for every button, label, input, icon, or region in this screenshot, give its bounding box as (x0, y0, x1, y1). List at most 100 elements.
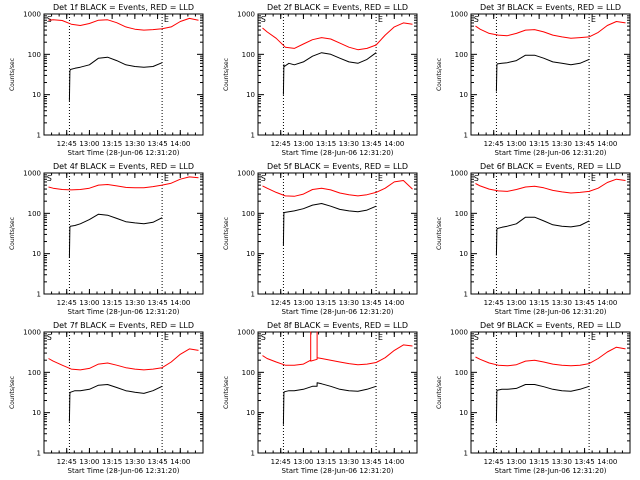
x-tick-label: 13:00 (79, 299, 99, 307)
x-tick-label: 13:15 (529, 458, 549, 466)
y-tick-label: 1 (464, 450, 468, 458)
panel-det-6: Det 6f BLACK = Events, RED = LLD 1 10 100 10… (436, 162, 631, 316)
panel-title: Det 2f BLACK = Events, RED = LLD (267, 3, 408, 12)
series-lld-line (475, 21, 626, 39)
marker-s: S (261, 174, 266, 183)
y-tick-label: 1000 (23, 329, 41, 337)
panel-title: Det 6f BLACK = Events, RED = LLD (480, 162, 621, 171)
x-tick-label: 13:30 (552, 299, 572, 307)
panel-det-2: Det 2f BLACK = Events, RED = LLD 1 10 100 10… (223, 3, 418, 157)
x-tick-label: 13:30 (339, 458, 359, 466)
panel-title: Det 9f BLACK = Events, RED = LLD (480, 321, 621, 330)
panel-det-7: Det 7f BLACK = Events, RED = LLD 1 10 100 10… (9, 321, 204, 475)
y-tick-label: 100 (28, 210, 41, 218)
plot-frame (257, 172, 418, 295)
series-lld-line (262, 22, 413, 51)
series-events-line (495, 384, 590, 422)
x-axis-label: Start Time (28-Jun-06 12:31:20) (68, 467, 180, 475)
series-events-line (495, 54, 590, 92)
y-axis-label: Counts/sec (9, 376, 16, 409)
marker-s: S (474, 333, 479, 342)
y-tick-label: 1 (251, 450, 255, 458)
x-tick-label: 14:00 (597, 140, 617, 148)
plot-frame (470, 172, 631, 295)
y-tick-label: 100 (28, 369, 41, 377)
y-tick-label: 1000 (450, 170, 468, 178)
plot-frame (470, 331, 631, 454)
x-tick-label: 13:45 (361, 140, 381, 148)
x-tick-label: 13:15 (529, 140, 549, 148)
x-tick-label: 13:00 (506, 458, 526, 466)
x-tick-label: 13:00 (293, 299, 313, 307)
x-axis-label: Start Time (28-Jun-06 12:31:20) (495, 149, 607, 157)
x-tick-label: 13:45 (574, 458, 594, 466)
x-tick-label: 12:45 (57, 458, 77, 466)
panel-det-3: Det 3f BLACK = Events, RED = LLD 1 10 100 10… (436, 3, 631, 157)
panel-det-1: Det 1f BLACK = Events, RED = LLD 1 10 100 10… (9, 3, 204, 157)
panel-det-8: Det 8f BLACK = Events, RED = LLD 1 10 100 10… (223, 321, 418, 475)
panel-title: Det 5f BLACK = Events, RED = LLD (267, 162, 408, 171)
x-tick-label: 14:00 (384, 299, 404, 307)
y-tick-label: 1 (251, 291, 255, 299)
marker-s: S (261, 333, 266, 342)
x-axis-label: Start Time (28-Jun-06 12:31:20) (68, 308, 180, 316)
y-tick-label: 10 (246, 409, 255, 417)
x-tick-label: 12:45 (484, 140, 504, 148)
x-tick-label: 13:45 (361, 299, 381, 307)
x-tick-label: 14:00 (597, 299, 617, 307)
marker-e: E (591, 15, 596, 24)
series-lld-line (475, 178, 626, 194)
marker-e: E (164, 333, 169, 342)
x-tick-label: 13:00 (79, 458, 99, 466)
y-tick-label: 10 (459, 91, 468, 99)
x-tick-label: 14:00 (384, 140, 404, 148)
plot-frame (43, 331, 204, 454)
y-axis-label: Counts/sec (223, 376, 230, 409)
y-tick-label: 100 (28, 51, 41, 59)
y-tick-label: 1000 (237, 329, 255, 337)
x-tick-label: 13:30 (552, 140, 572, 148)
marker-s: S (47, 333, 52, 342)
x-tick-label: 13:00 (506, 140, 526, 148)
x-tick-label: 13:30 (125, 140, 145, 148)
x-tick-label: 14:00 (597, 458, 617, 466)
series-lld-line (48, 348, 199, 371)
x-tick-label: 12:45 (57, 299, 77, 307)
y-tick-label: 1 (37, 450, 41, 458)
y-tick-label: 100 (242, 51, 255, 59)
y-axis-label: Counts/sec (223, 217, 230, 250)
x-tick-label: 13:30 (552, 458, 572, 466)
x-tick-label: 13:45 (574, 299, 594, 307)
y-axis-label: Counts/sec (9, 58, 16, 91)
y-tick-label: 1000 (450, 11, 468, 19)
y-axis-label: Counts/sec (223, 58, 230, 91)
x-tick-label: 14:00 (384, 458, 404, 466)
x-tick-label: 13:15 (102, 299, 122, 307)
panel-title: Det 8f BLACK = Events, RED = LLD (267, 321, 408, 330)
x-tick-label: 12:45 (271, 299, 291, 307)
panel-det-9: Det 9f BLACK = Events, RED = LLD 1 10 100 10… (436, 321, 631, 475)
marker-s: S (47, 174, 52, 183)
x-tick-label: 13:15 (316, 140, 336, 148)
y-tick-label: 1 (464, 132, 468, 140)
x-tick-label: 13:00 (293, 140, 313, 148)
x-tick-label: 13:00 (506, 299, 526, 307)
y-axis-label: Counts/sec (436, 58, 443, 91)
y-tick-label: 1000 (237, 170, 255, 178)
y-tick-label: 100 (242, 210, 255, 218)
x-tick-label: 13:30 (339, 140, 359, 148)
y-tick-label: 1000 (237, 11, 255, 19)
x-axis-label: Start Time (28-Jun-06 12:31:20) (495, 467, 607, 475)
y-tick-label: 100 (455, 51, 468, 59)
marker-e: E (378, 333, 383, 342)
x-tick-label: 13:30 (125, 458, 145, 466)
x-tick-label: 12:45 (484, 458, 504, 466)
plot-frame (43, 13, 204, 136)
series-lld-line (48, 176, 199, 191)
x-tick-label: 13:15 (316, 458, 336, 466)
y-tick-label: 10 (32, 409, 41, 417)
x-tick-label: 12:45 (271, 140, 291, 148)
series-lld-line (48, 17, 199, 31)
x-tick-label: 13:15 (529, 299, 549, 307)
